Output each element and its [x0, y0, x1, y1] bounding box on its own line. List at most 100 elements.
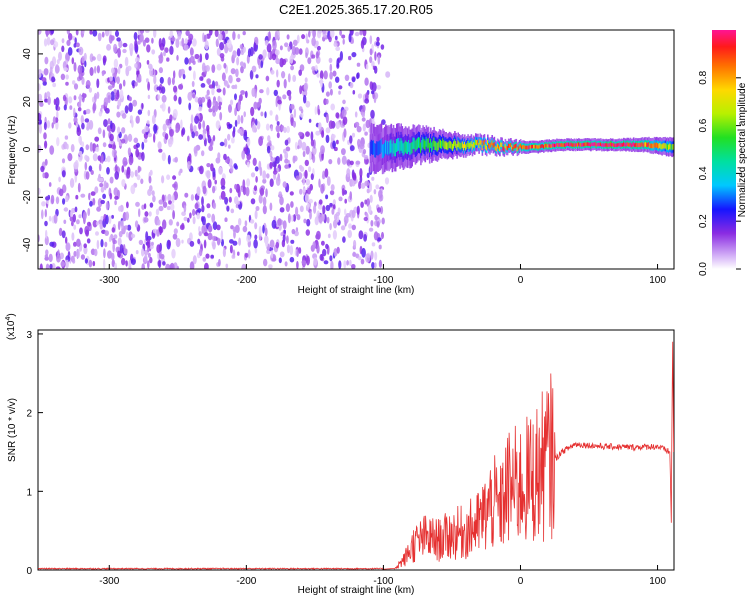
noise-speckle [135, 250, 139, 255]
noise-speckle [147, 81, 151, 91]
noise-speckle [60, 73, 66, 81]
noise-speckle [42, 172, 46, 179]
noise-speckle [38, 123, 43, 134]
noise-speckle [206, 33, 211, 39]
noise-speckle [84, 154, 88, 161]
signal-cell [589, 142, 591, 147]
noise-speckle [290, 104, 295, 110]
noise-speckle [283, 78, 287, 89]
noise-speckle [232, 50, 237, 59]
noise-speckle [218, 166, 223, 175]
noise-speckle [125, 211, 130, 221]
signal-cell [660, 143, 662, 149]
noise-speckle [339, 51, 343, 61]
noise-speckle [229, 244, 233, 254]
noise-speckle [146, 44, 151, 53]
signal-cell [563, 143, 566, 147]
noise-speckle [101, 71, 105, 77]
noise-speckle [304, 193, 310, 204]
signal-cell [646, 142, 648, 147]
signal-cell [572, 143, 575, 147]
noise-speckle [194, 115, 200, 125]
noise-speckle [275, 58, 281, 65]
figure-title: C2E1.2025.365.17.20.R05 [279, 2, 433, 17]
noise-speckle [305, 178, 311, 186]
noise-speckle [161, 94, 167, 103]
colorbar-tick-label: 0.6 [698, 118, 709, 132]
noise-speckle [200, 83, 206, 88]
noise-speckle [254, 118, 258, 126]
noise-speckle [76, 248, 81, 259]
noise-speckle [67, 153, 73, 162]
spectrogram-y-axis: -40 -20 0 20 40 [22, 48, 43, 252]
signal-cell [579, 143, 581, 147]
signal-cell [634, 143, 636, 148]
noise-speckle [97, 127, 102, 135]
noise-speckle [96, 239, 100, 250]
noise-speckle [65, 74, 69, 80]
noise-speckle [63, 104, 67, 111]
noise-speckle [343, 260, 347, 269]
signal-cell [618, 142, 621, 147]
noise-speckle [64, 135, 69, 140]
signal-cell [384, 142, 386, 157]
noise-speckle [114, 262, 117, 269]
signal-cell [532, 144, 534, 149]
noise-speckle [235, 68, 239, 78]
noise-speckle [251, 124, 257, 133]
noise-speckle [212, 135, 216, 142]
noise-speckle [102, 193, 106, 199]
signal-cell [530, 144, 533, 149]
noise-speckle [143, 249, 149, 256]
signal-cell [502, 146, 504, 151]
noise-speckle [357, 93, 363, 99]
signal-cell [462, 144, 465, 151]
noise-speckle [171, 77, 175, 85]
noise-speckle [367, 204, 372, 214]
noise-speckle [292, 74, 297, 82]
noise-speckle [232, 130, 236, 138]
noise-speckle [258, 136, 263, 147]
noise-speckle [220, 230, 224, 240]
signal-cell [659, 143, 661, 149]
noise-speckle [143, 138, 148, 143]
signal-cell [578, 142, 580, 146]
noise-speckle [42, 81, 47, 86]
noise-speckle [196, 212, 201, 220]
signal-cell [523, 144, 525, 149]
noise-speckle [227, 133, 231, 141]
noise-speckle [254, 166, 259, 172]
signal-cell [425, 136, 428, 147]
noise-speckle [212, 241, 216, 250]
noise-speckle [112, 242, 115, 253]
noise-speckle [56, 254, 61, 263]
signal-cell [438, 139, 441, 148]
noise-speckle [126, 170, 131, 179]
noise-speckle [219, 42, 225, 51]
y-tick-label: 0 [22, 146, 33, 152]
signal-cell [375, 143, 377, 158]
noise-speckle [231, 84, 236, 90]
noise-speckle [187, 135, 190, 142]
signal-cell [547, 144, 549, 149]
noise-speckle [307, 187, 311, 195]
noise-speckle [266, 173, 270, 179]
noise-speckle [374, 65, 378, 74]
noise-speckle [167, 240, 171, 248]
signal-cell [609, 142, 612, 146]
noise-speckle [365, 253, 371, 263]
noise-speckle [60, 261, 65, 267]
noise-speckle [256, 101, 261, 108]
noise-speckle [114, 171, 119, 180]
noise-speckle [38, 69, 42, 74]
noise-speckle [264, 227, 268, 237]
noise-speckle [377, 54, 381, 65]
noise-speckle [122, 79, 126, 87]
signal-cell [566, 142, 568, 146]
signal-cell [472, 142, 475, 148]
noise-speckle [65, 195, 69, 203]
noise-speckle [376, 84, 382, 90]
noise-speckle [92, 153, 98, 162]
noise-speckle [253, 239, 258, 249]
